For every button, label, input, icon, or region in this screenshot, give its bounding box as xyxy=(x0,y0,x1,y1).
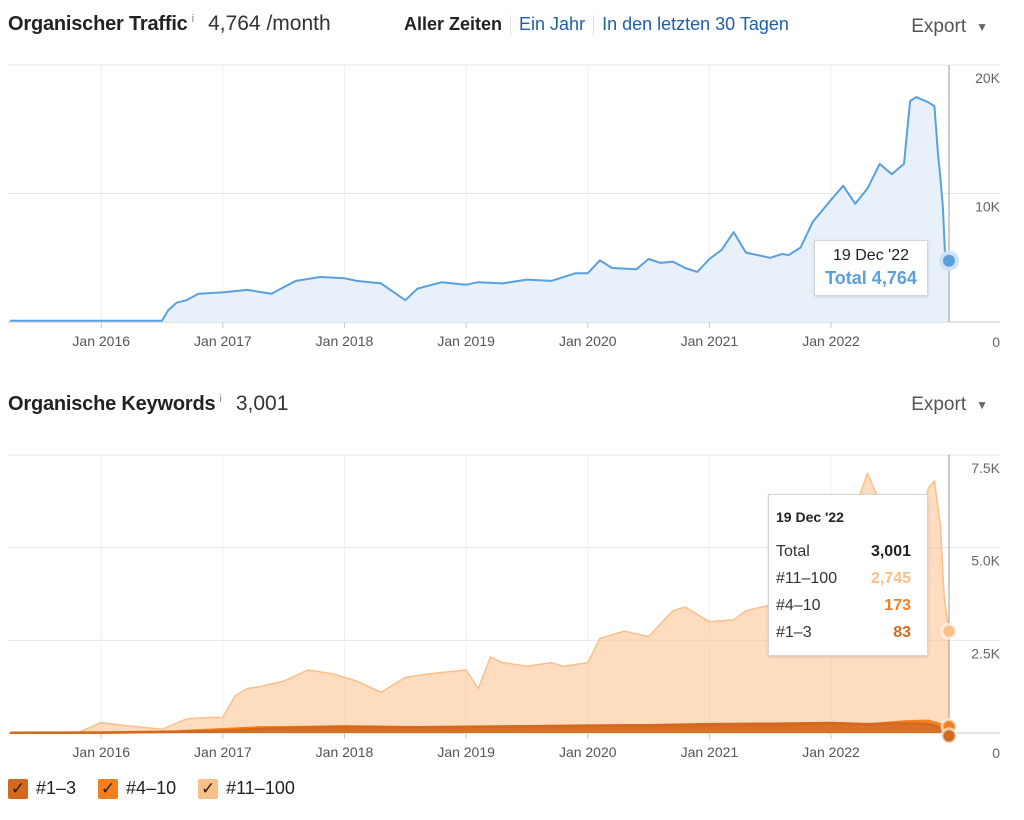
y-tick-label: 0 xyxy=(992,745,1000,761)
checkbox-icon[interactable]: ✓ xyxy=(98,778,119,799)
keywords-marker[interactable] xyxy=(940,622,958,640)
traffic-export-button[interactable]: Export ▼ xyxy=(911,16,988,38)
traffic-marker[interactable] xyxy=(939,250,959,271)
checkbox-icon[interactable]: ✓ xyxy=(8,778,28,799)
traffic-chart[interactable]: 20K 10K 0 Jan 2016 Jan 2017 Jan 2018 Jan 2019… xyxy=(0,0,1024,380)
traffic-tooltip: 19 Dec '22 Total 4,764 xyxy=(814,240,928,296)
tooltip-row-1-3: #1–3 83 xyxy=(776,619,911,646)
time-range-tabs: Aller Zeiten Ein Jahr In den letzten 30 … xyxy=(396,14,797,35)
x-tick-label: Jan 2017 xyxy=(194,333,252,349)
keywords-chart[interactable]: 7.5K 5.0K 2.5K 0 Jan 2016 Jan 2017 Jan 2018 Ja… xyxy=(0,0,1024,770)
tab-divider xyxy=(510,14,512,35)
legend-label: #1–3 xyxy=(36,778,77,798)
y-tick-label: 2.5K xyxy=(971,645,1000,661)
x-tick-label: Jan 2022 xyxy=(802,333,860,349)
legend-label: #4–10 xyxy=(126,778,177,798)
tooltip-row-value: 2,745 xyxy=(870,569,911,587)
tooltip-row-value: 3,001 xyxy=(870,542,911,560)
legend-item-4-10[interactable]: ✓ #4–10 xyxy=(98,778,176,799)
tooltip-row-total: Total 3,001 xyxy=(776,538,911,565)
x-tick-label: Jan 2022 xyxy=(802,744,860,760)
keywords-area-#11–100 xyxy=(10,473,949,733)
keywords-title: Organische Keywords xyxy=(8,393,216,415)
tooltip-row-label: #4–10 xyxy=(776,596,821,614)
traffic-line xyxy=(10,96,950,322)
keywords-line-#1–3 xyxy=(9,721,950,735)
keywords-value: 3,001 xyxy=(235,392,289,415)
traffic-title: Organischer Traffic xyxy=(8,13,188,35)
tooltip-row-label: Total xyxy=(776,542,810,560)
keywords-marker[interactable] xyxy=(940,727,958,745)
tooltip-row-value: 83 xyxy=(893,623,911,641)
traffic-header: Organischer Traffic i 4,764 /month xyxy=(8,12,331,36)
keywords-legend: ✓ #1–3 ✓ #4–10 ✓ #11–100 xyxy=(8,778,295,799)
legend-item-11-100[interactable]: ✓ #11–100 xyxy=(198,778,295,799)
tooltip-row-4-10: #4–10 173 xyxy=(776,592,911,619)
y-tick-label: 20K xyxy=(975,70,1001,86)
x-tick-label: Jan 2021 xyxy=(681,744,739,760)
traffic-export-label: Export xyxy=(911,16,967,37)
y-tick-label: 10K xyxy=(975,199,1001,215)
tab-divider xyxy=(593,14,595,35)
legend-label: #11–100 xyxy=(226,778,295,798)
keywords-export-button[interactable]: Export ▼ xyxy=(911,394,988,416)
x-tick-label: Jan 2020 xyxy=(559,333,617,349)
tooltip-row-11-100: #11–100 2,745 xyxy=(776,565,911,592)
y-tick-label: 5.0K xyxy=(971,553,1000,569)
tooltip-row-label: #11–100 xyxy=(776,569,838,587)
keywords-tooltip: 19 Dec '22 Total 3,001 #11–100 2,745 #4–… xyxy=(768,494,928,656)
y-tick-label: 0 xyxy=(992,334,1000,350)
x-tick-label: Jan 2016 xyxy=(72,744,130,760)
x-tick-label: Jan 2016 xyxy=(72,333,130,349)
y-tick-label: 7.5K xyxy=(971,460,1000,476)
keywords-header: Organische Keywords i 3,001 xyxy=(8,392,288,416)
tab-all-time[interactable]: Aller Zeiten xyxy=(404,14,503,34)
x-tick-label: Jan 2020 xyxy=(559,744,617,760)
keywords-export-label: Export xyxy=(911,394,967,415)
chevron-down-icon: ▼ xyxy=(976,20,988,34)
x-tick-label: Jan 2018 xyxy=(316,744,374,760)
legend-item-1-3[interactable]: ✓ #1–3 xyxy=(8,778,76,799)
traffic-info-icon[interactable]: i xyxy=(191,13,195,25)
keywords-info-icon[interactable]: i xyxy=(219,393,222,405)
tab-one-year[interactable]: Ein Jahr xyxy=(519,14,586,34)
keywords-tooltip-date: 19 Dec '22 xyxy=(776,509,844,525)
tooltip-row-label: #1–3 xyxy=(776,623,812,641)
traffic-value: 4,764 /month xyxy=(208,12,331,35)
tooltip-row-value: 173 xyxy=(884,596,911,614)
checkbox-icon[interactable]: ✓ xyxy=(198,778,219,799)
chevron-down-icon: ▼ xyxy=(976,398,988,412)
x-tick-label: Jan 2019 xyxy=(437,744,495,760)
tab-last-30-days[interactable]: In den letzten 30 Tagen xyxy=(602,14,789,34)
x-tick-label: Jan 2021 xyxy=(681,333,739,349)
x-tick-label: Jan 2019 xyxy=(437,333,495,349)
x-tick-label: Jan 2017 xyxy=(194,744,252,760)
traffic-area-fill xyxy=(10,97,949,322)
traffic-tooltip-date: 19 Dec '22 xyxy=(833,247,909,264)
x-tick-label: Jan 2018 xyxy=(316,333,374,349)
traffic-tooltip-total: Total 4,764 xyxy=(825,268,917,288)
